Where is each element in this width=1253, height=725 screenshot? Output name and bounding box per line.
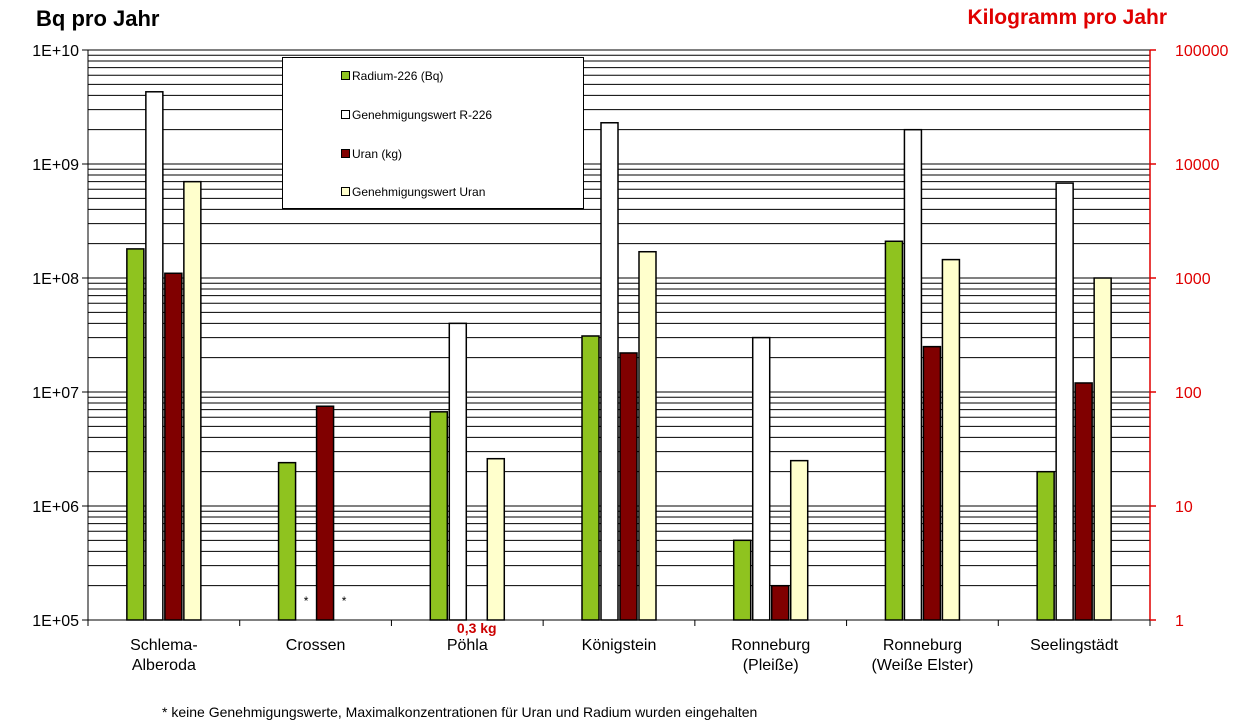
legend-swatch-radium: [341, 71, 350, 81]
category-labels: Schlema- Alberoda Crossen Pöhla Königstein Ro…: [130, 637, 1119, 674]
bar: [581, 335, 600, 621]
bar: [277, 461, 297, 621]
footnote-marker: *: [304, 594, 309, 608]
bar: [732, 539, 752, 621]
category-label: Ronneburg: [731, 637, 810, 654]
category-label: Ronneburg: [883, 637, 962, 654]
tick-labels: 1E+05 1E+06 1E+07 1E+08 1E+09 1E+10 1 10 100 1000…: [32, 43, 1228, 630]
legend-swatch-genehmigung-r226: [341, 110, 350, 120]
legend-item-uran: Uran (kg): [341, 147, 402, 161]
bar: [619, 352, 638, 621]
legend-item-genehmigung-r226: Genehmigungswert R-226: [341, 108, 492, 122]
right-tick-label: 10: [1175, 499, 1193, 516]
bar: [315, 405, 335, 621]
left-tick-label: 1E+08: [32, 271, 79, 288]
legend-item-radium: Radium-226 (Bq): [341, 69, 443, 83]
category-label: Schlema-: [130, 637, 198, 654]
footnote: * keine Genehmigungswerte, Maximalkonzen…: [162, 704, 758, 720]
bar: [1093, 277, 1112, 621]
bars: [126, 91, 1112, 621]
bar: [1074, 382, 1093, 621]
bar: [903, 128, 923, 621]
left-tick-label: 1E+07: [32, 385, 79, 402]
category-label: Königstein: [582, 637, 657, 654]
bar: [126, 248, 145, 621]
bar: [1036, 470, 1055, 621]
left-axis-title: Bq pro Jahr: [36, 6, 160, 31]
bar: [922, 345, 942, 621]
footnote-marker: *: [342, 594, 347, 608]
legend-swatch-uran: [341, 149, 350, 159]
bar: [145, 91, 164, 621]
bar: [941, 258, 961, 621]
right-tick-label: 100: [1175, 385, 1202, 402]
right-tick-label: 1000: [1175, 271, 1211, 288]
category-label: (Pleiße): [743, 657, 799, 674]
left-tick-label: 1E+05: [32, 613, 79, 630]
annotations: * * 0,3 kg: [304, 594, 497, 636]
bar: [183, 180, 202, 621]
category-label: Pöhla: [447, 637, 488, 654]
category-label: (Weiße Elster): [871, 657, 973, 674]
right-tick-label: 10000: [1175, 157, 1220, 174]
bar: [164, 272, 183, 621]
category-label: Alberoda: [132, 657, 196, 674]
grid-lines: [88, 49, 1150, 621]
bar: [448, 322, 468, 621]
bar: [638, 250, 657, 621]
legend-item-genehmigung-uran: Genehmigungswert Uran: [341, 185, 485, 199]
left-tick-label: 1E+10: [32, 43, 79, 60]
category-label: Crossen: [286, 637, 346, 654]
legend-swatch-genehmigung-uran: [341, 187, 350, 197]
right-axis-title: Kilogramm pro Jahr: [967, 6, 1167, 29]
bar: [429, 411, 449, 621]
axes: [82, 49, 1156, 626]
bar: [770, 584, 790, 621]
value-annotation: 0,3 kg: [457, 620, 497, 636]
bar: [751, 336, 771, 621]
legend: Radium-226 (Bq) Genehmigungswert R-226 U…: [282, 57, 584, 209]
bar: [1055, 182, 1074, 621]
right-tick-label: 100000: [1175, 43, 1228, 60]
left-tick-label: 1E+06: [32, 499, 79, 516]
left-tick-label: 1E+09: [32, 157, 79, 174]
bar: [884, 240, 904, 621]
category-label: Seelingstädt: [1030, 637, 1119, 654]
right-tick-label: 1: [1175, 613, 1184, 630]
bar: [486, 457, 506, 621]
bar: [789, 459, 809, 621]
bar: [600, 122, 619, 621]
